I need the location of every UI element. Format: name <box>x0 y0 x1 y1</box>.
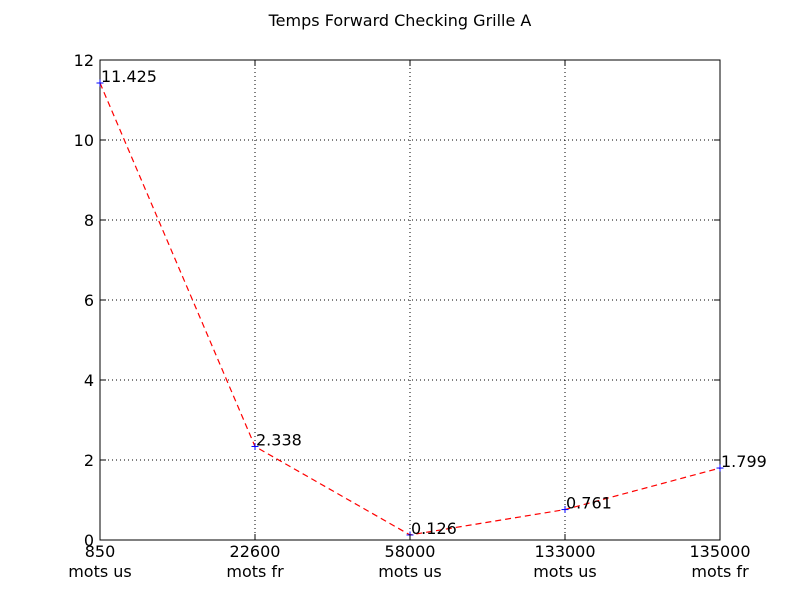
data-label: 2.338 <box>256 430 302 449</box>
data-label: 11.425 <box>101 67 157 86</box>
y-tick-label: 6 <box>84 291 94 310</box>
data-label: 1.799 <box>721 452 767 471</box>
x-tick-label: 58000 mots us <box>378 542 442 581</box>
grid-layer <box>100 60 720 540</box>
data-label: 0.761 <box>566 494 612 513</box>
data-point <box>96 79 104 87</box>
data-point <box>561 506 569 514</box>
y-tick-label: 12 <box>74 51 94 70</box>
x-tick-label: 133000 mots us <box>533 542 597 581</box>
x-tick-label: 850 mots us <box>68 542 132 581</box>
data-point <box>251 442 259 450</box>
tick-layer: 0 2 4 6 8 10 12 850 mots us 22600 mots fr 58000 mots… <box>68 51 750 581</box>
y-tick-label: 4 <box>84 371 94 390</box>
data-point <box>716 464 724 472</box>
label-layer: 11.425 2.338 0.126 0.761 1.799 <box>101 67 767 538</box>
y-tick-label: 10 <box>74 131 94 150</box>
chart-title: Temps Forward Checking Grille A <box>268 11 532 30</box>
data-label: 0.126 <box>411 519 457 538</box>
x-tick-label: 22600 mots fr <box>226 542 284 581</box>
y-tick-label: 0 <box>84 531 94 550</box>
y-tick-label: 8 <box>84 211 94 230</box>
y-tick-label: 2 <box>84 451 94 470</box>
x-tick-label: 135000 mots fr <box>689 542 750 581</box>
